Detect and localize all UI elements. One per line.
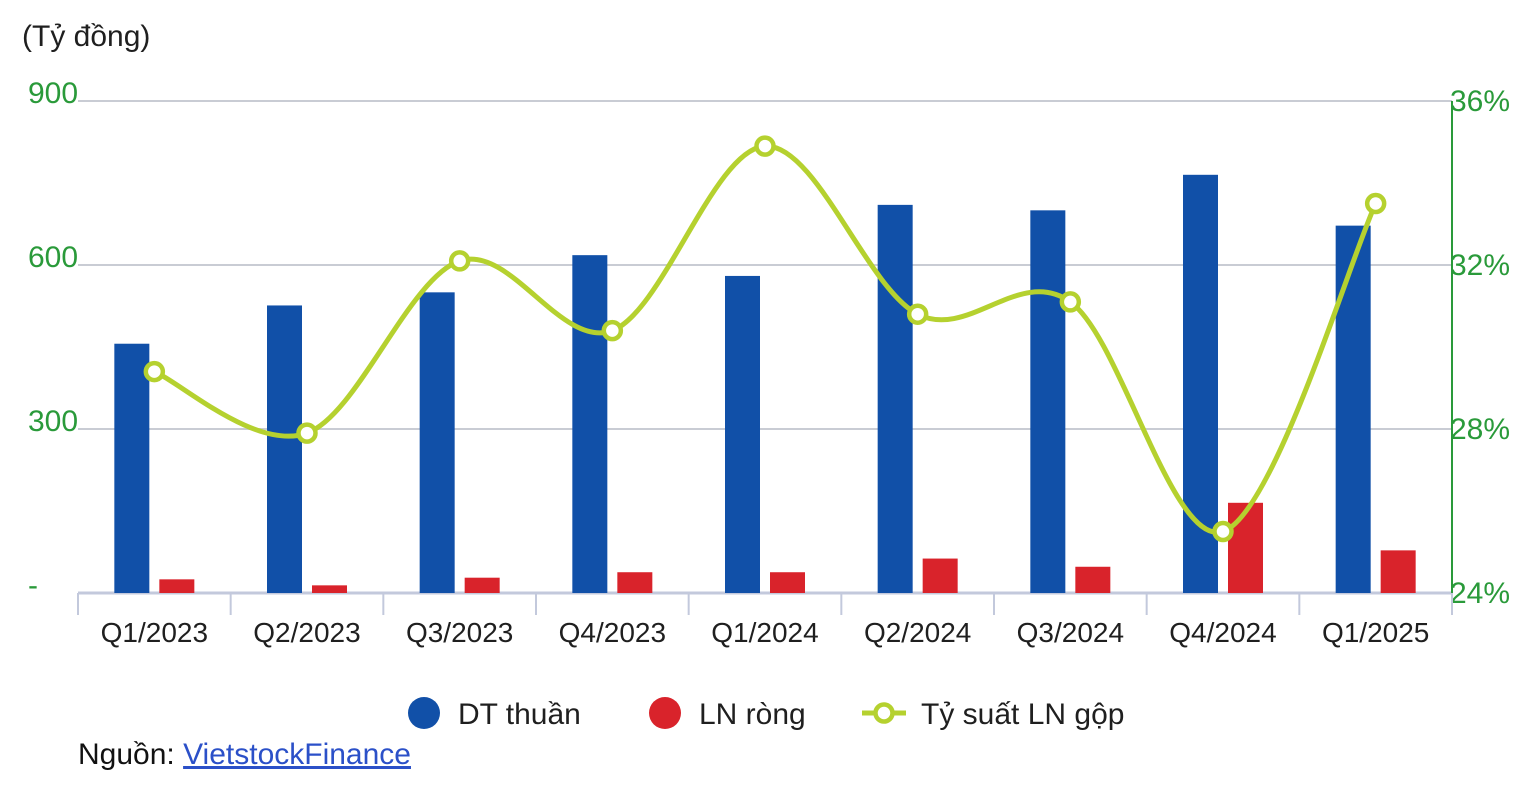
category-label: Q3/2024 (1017, 617, 1124, 648)
margin-point (1059, 291, 1082, 313)
revenue-bar (877, 204, 913, 593)
revenue-bar (419, 292, 455, 593)
legend-label: DT thuần (458, 698, 581, 731)
left-tick-label: 300 (28, 405, 78, 438)
revenue-bar (572, 255, 608, 593)
right-tick-label: 28% (1450, 413, 1510, 446)
legend: DT thuần LN ròng Tỷ suất LN gộp (408, 697, 1124, 731)
margin-point (601, 319, 624, 342)
margin-line-path (153, 143, 1378, 535)
category-label: Q1/2025 (1322, 617, 1429, 648)
net-profit-bar (464, 577, 500, 593)
revenue-bar (267, 305, 302, 593)
revenue-bar (114, 343, 150, 593)
left-tick-label: - (28, 569, 38, 602)
category-label: Q2/2023 (253, 617, 360, 648)
left-tick-label: 900 (28, 77, 78, 110)
source-line: Nguồn: VietstockFinance (78, 738, 411, 772)
bars (114, 174, 1416, 594)
category-label: Q2/2024 (864, 617, 971, 648)
category-label: Q3/2023 (406, 617, 513, 648)
category-label: Q4/2023 (559, 617, 666, 648)
category-label: Q1/2023 (101, 617, 208, 648)
right-tick-label: 36% (1450, 85, 1510, 118)
legend-line-marker (873, 702, 895, 724)
margin-point (448, 250, 471, 272)
net-profit-bar (617, 572, 653, 593)
net-profit-bar (1075, 566, 1111, 593)
unit-label: (Tỷ đồng) (22, 20, 150, 53)
source-link[interactable]: VietstockFinance (183, 738, 411, 771)
net-profit-bar (159, 579, 195, 593)
net-profit-bar (1380, 550, 1416, 593)
right-tick-label: 24% (1450, 577, 1510, 610)
net-profit-bar (922, 558, 958, 593)
revenue-bar (725, 275, 760, 593)
category-label: Q4/2024 (1169, 617, 1276, 648)
margin-point (1212, 520, 1234, 543)
net-profit-bar (1228, 502, 1263, 593)
margin-line (143, 135, 1387, 543)
margin-point (754, 135, 776, 157)
category-label: Q1/2024 (711, 617, 818, 648)
net-profit-bar (770, 572, 805, 593)
gridlines: 900 600 300 - 36% 32% 28% 24% (28, 77, 1510, 610)
left-tick-label: 600 (28, 241, 78, 274)
margin-point (296, 422, 318, 444)
margin-point (1364, 192, 1387, 215)
legend-label: Tỷ suất LN gộp (921, 698, 1124, 731)
net-profit-bar (312, 585, 347, 593)
legend-swatch (408, 697, 440, 729)
source-prefix: Nguồn: (78, 738, 184, 771)
margin-point (143, 360, 166, 383)
margin-point (906, 303, 929, 325)
legend-label: LN ròng (699, 698, 806, 731)
right-tick-label: 32% (1450, 249, 1510, 282)
revenue-bar (1030, 210, 1066, 594)
axes: Q1/2023 Q2/2023 Q3/2023 Q4/2023 Q1/2024 Q2/20… (77, 101, 1453, 648)
legend-swatch (649, 697, 681, 729)
revenue-bar (1335, 225, 1371, 593)
